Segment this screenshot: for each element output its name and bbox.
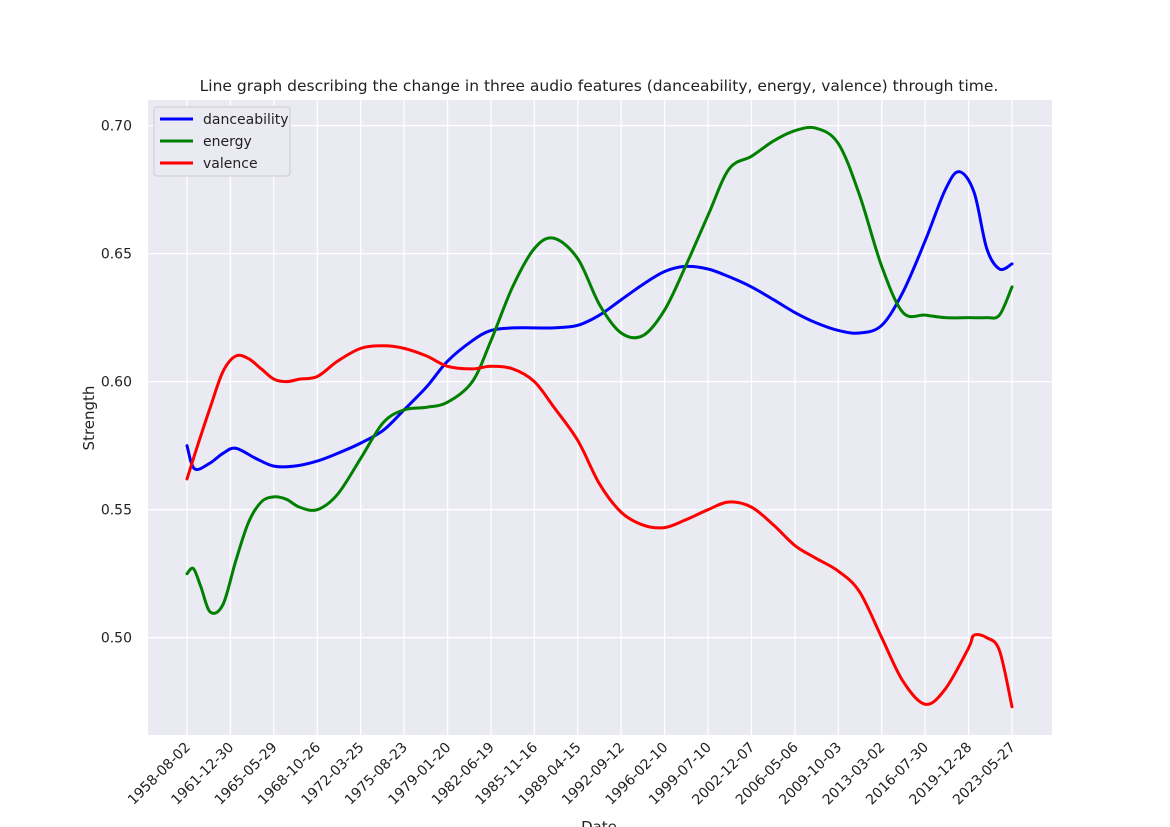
grid-lines	[148, 100, 1052, 735]
legend-label-valence: valence	[203, 156, 258, 172]
x-tick-labels: 1958-08-021961-12-301965-05-291968-10-26…	[125, 739, 1019, 808]
legend-box	[153, 106, 291, 177]
y-tick-label: 0.55	[101, 503, 132, 519]
series-line-valence	[185, 344, 1014, 709]
x-axis-label: Date	[581, 818, 617, 827]
plot-background	[148, 100, 1052, 735]
series-line-danceability	[185, 170, 1014, 472]
series-line-energy	[185, 125, 1014, 615]
y-tick-label: 0.60	[101, 375, 132, 391]
y-tick-label: 0.65	[101, 247, 132, 263]
legend-label-energy: energy	[203, 134, 252, 150]
y-axis-label: Strength	[80, 386, 98, 451]
y-tick-label: 0.70	[101, 119, 132, 135]
series-lines	[185, 125, 1014, 709]
y-tick-label: 0.50	[101, 631, 132, 647]
chart-title: Line graph describing the change in thre…	[200, 77, 999, 95]
y-tick-labels: 0.50 0.55 0.60 0.65 0.70	[101, 119, 132, 647]
legend-label-danceability: danceability	[203, 112, 289, 128]
legend: danceability energy valence	[153, 106, 291, 177]
